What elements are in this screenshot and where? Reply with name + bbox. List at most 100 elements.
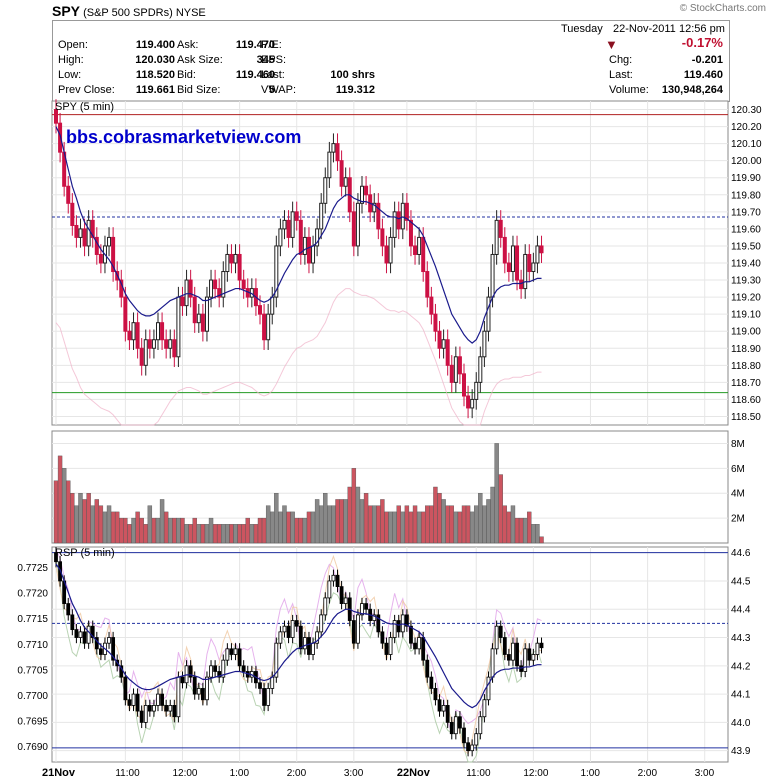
candle-body <box>384 245 389 264</box>
volume-bar <box>400 511 405 544</box>
candle-body <box>184 279 189 307</box>
rsp-candle <box>278 631 283 644</box>
volume-bar <box>216 524 222 544</box>
rsp-candle <box>351 620 356 644</box>
volume-bar <box>282 505 287 544</box>
candle-body <box>266 313 271 341</box>
candle-body <box>372 202 377 213</box>
rsp-candle <box>123 676 128 701</box>
volume-bar <box>347 486 352 544</box>
rsp-candle <box>152 705 156 712</box>
rsp-candle <box>282 625 287 633</box>
y-tick-label: 120.10 <box>731 139 762 150</box>
x-tick-label: 1:00 <box>230 768 250 779</box>
candle-body <box>164 339 169 349</box>
x-tick-label: 12:00 <box>523 768 548 779</box>
candle-body <box>466 395 471 409</box>
quote-date: 22-Nov-2011 <box>613 23 676 35</box>
rsp-candle <box>164 705 169 712</box>
rsp-candle <box>478 716 483 735</box>
volume-bar <box>416 511 422 544</box>
candle-body <box>417 236 422 255</box>
volume-bar <box>106 505 112 544</box>
rsp-candle <box>307 637 311 655</box>
candle-body <box>319 202 324 230</box>
rsp-candle <box>470 744 475 752</box>
volume-bar <box>510 505 516 544</box>
rsp-candle <box>396 620 401 633</box>
rsp-candle <box>421 637 426 661</box>
rsp-candle <box>482 699 487 718</box>
y-tick-label: 118.50 <box>731 412 761 423</box>
rsp-candle <box>392 620 397 638</box>
volume-bar <box>388 511 393 544</box>
y-tick-label: 8M <box>731 439 745 450</box>
y-tick-label: 44.4 <box>731 605 751 616</box>
rsp-candle <box>417 637 422 650</box>
rsp-candle <box>270 676 275 689</box>
candle-body <box>111 236 116 273</box>
volume-bar <box>82 499 87 544</box>
candle-body <box>351 211 356 247</box>
candle-body <box>151 339 156 349</box>
rsp-candle <box>131 693 136 706</box>
quote-value: 130,948,264 <box>661 84 723 96</box>
rsp-candle <box>356 614 360 644</box>
volume-bar <box>359 499 365 544</box>
candle-body <box>413 245 418 255</box>
candle-body <box>462 373 466 397</box>
rsp-candle <box>258 682 262 689</box>
candle-body <box>445 339 450 366</box>
quote-label: Prev Close: <box>58 84 115 96</box>
volume-bar <box>168 517 173 544</box>
volume-bar <box>290 511 295 544</box>
volume-bar <box>535 524 540 544</box>
volume-bar <box>102 511 108 544</box>
rsp-candle <box>217 671 222 678</box>
volume-bar <box>376 505 381 544</box>
x-tick-label: 2:00 <box>287 768 307 779</box>
volume-bar <box>429 505 434 544</box>
quote-label: Open: <box>58 39 88 51</box>
candle-body <box>323 177 328 204</box>
candle-body <box>404 202 409 221</box>
y-tick-label: 119.20 <box>731 293 761 304</box>
volume-bar <box>123 517 128 544</box>
volume-bar <box>310 511 316 544</box>
candle-body <box>474 381 479 400</box>
volume-bar <box>53 480 59 544</box>
candle-body <box>470 398 475 409</box>
volume-bar <box>367 505 373 544</box>
y-tick-label: 119.10 <box>731 310 761 321</box>
rsp-candle <box>323 597 328 616</box>
rsp-candle <box>372 614 377 621</box>
volume-bar <box>57 455 63 544</box>
volume-bar <box>184 524 189 544</box>
volume-bar <box>319 505 324 544</box>
rsp-candle <box>111 637 116 661</box>
volume-bar <box>119 517 124 544</box>
volume-bar <box>343 499 348 544</box>
rsp-candle <box>127 699 132 706</box>
candle-body <box>478 356 483 383</box>
volume-bar <box>143 524 148 544</box>
volume-bar <box>527 511 532 544</box>
rsp-candle <box>294 620 299 627</box>
candle-body <box>515 245 520 281</box>
volume-bar <box>384 511 389 544</box>
volume-bar <box>355 486 361 544</box>
rsp-candle <box>241 665 246 672</box>
quote-value: 119.400 <box>135 39 175 51</box>
rsp-candle <box>172 705 177 718</box>
candle-body <box>74 224 79 238</box>
candle-body <box>408 219 413 247</box>
candle-body <box>331 143 336 153</box>
y-tick-label-left: 0.7710 <box>17 640 48 651</box>
volume-bar <box>457 511 463 544</box>
y-tick-label: 119.40 <box>731 259 761 270</box>
volume-bar <box>241 524 246 544</box>
volume-bar <box>147 505 153 544</box>
volume-bar <box>327 505 332 544</box>
x-tick-label: 22Nov <box>397 767 431 779</box>
